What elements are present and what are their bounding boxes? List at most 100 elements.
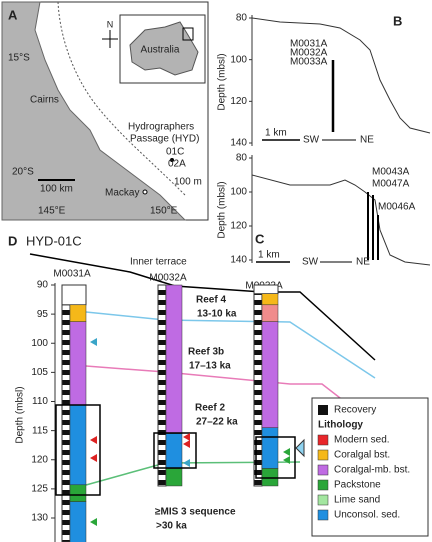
- y-tick-label: 140: [230, 255, 247, 266]
- panel-d: D HYD-01C Inner terrace Depth (mbsl) 90 9…: [8, 233, 429, 542]
- legend-swatch: [318, 405, 328, 415]
- highlight-box: [153, 432, 197, 469]
- lithology-segment: [261, 293, 279, 306]
- direction: NE: [360, 135, 374, 146]
- terrace-label: Inner terrace: [130, 257, 187, 268]
- core-label: M0047A: [372, 179, 410, 190]
- y-tick-label: 120: [31, 454, 48, 465]
- isobath: 100 m: [174, 177, 202, 188]
- sample-marker: [90, 518, 97, 526]
- lithology-segment: [261, 304, 279, 322]
- land: [1, 1, 187, 221]
- legend-swatch: [317, 464, 329, 476]
- lat-label: 15°S: [8, 53, 30, 64]
- legend-swatch: [317, 509, 329, 521]
- y-tick-label: 110: [32, 396, 48, 407]
- direction: NE: [356, 257, 370, 268]
- lithology-segment: [69, 484, 87, 502]
- lithology-segment: [261, 468, 279, 487]
- legend-label: Coralgal-mb. bst.: [334, 465, 410, 476]
- core-column: [61, 284, 87, 306]
- lithology-segment: [69, 321, 87, 406]
- panel-label: D: [8, 233, 17, 248]
- sample-marker: [90, 338, 97, 346]
- recovery-column: [61, 304, 71, 542]
- reef-age: >30 ka: [156, 521, 187, 532]
- y-tick-label: 120: [230, 221, 247, 232]
- panel-b: B M0031A M0032A M0033A 1 km SW NE Depth …: [217, 13, 431, 146]
- reef-age: 13-10 ka: [197, 309, 237, 320]
- australia-shape: [129, 21, 199, 76]
- direction: SW: [302, 257, 319, 268]
- y-tick-label: 90: [37, 280, 49, 291]
- shelf-edge: [57, 1, 186, 196]
- reef-label: Reef 4: [196, 295, 226, 306]
- lithology-segment: [165, 433, 183, 469]
- lat-label: 20°S: [12, 167, 34, 178]
- recovery-column: [253, 293, 263, 487]
- panel-label: C: [255, 231, 265, 246]
- highlight-box: [255, 436, 296, 479]
- core-label: M0032A: [290, 48, 328, 59]
- recovery-column: [157, 284, 167, 487]
- seafloor: [29, 253, 376, 361]
- panel-a: A N Australia 15°S Cairns Hydrographers …: [1, 1, 209, 221]
- panel-c: C M0043A M0047A M0046A 1 km SW NE Depth …: [217, 155, 431, 268]
- core-label: M0043A: [372, 167, 410, 178]
- scale-label: 1 km: [265, 128, 287, 139]
- reef-label: ≥MIS 3 sequence: [155, 507, 236, 518]
- site-label: 01C: [166, 147, 184, 158]
- reef-label: Reef 3b: [188, 347, 224, 358]
- sample-marker: [295, 438, 305, 458]
- north: N: [107, 19, 114, 29]
- reef-age: 17–13 ka: [189, 361, 231, 372]
- legend-label: Lime sand: [334, 495, 380, 506]
- place: Mackay: [105, 188, 139, 199]
- y-tick-label: 100: [230, 187, 247, 198]
- lon-label: 145°E: [38, 206, 66, 217]
- y-tick-label: 120: [230, 96, 247, 107]
- reef-age: 27–22 ka: [196, 417, 238, 428]
- axis-label: Depth (mbsl): [217, 181, 228, 238]
- lithology-segment: [165, 468, 183, 487]
- profile: [251, 17, 431, 134]
- core-label: M0033A: [290, 57, 328, 68]
- y-tick-label: 125: [31, 484, 48, 495]
- y-tick-label: 80: [236, 153, 248, 164]
- scale-label: 100 km: [40, 184, 73, 195]
- legend-swatch: [317, 494, 329, 506]
- legend-frame: [311, 397, 429, 537]
- sample-marker: [90, 436, 97, 462]
- direction: SW: [303, 135, 320, 146]
- core-label: M0046A: [378, 202, 416, 213]
- profile: [251, 174, 431, 266]
- legend-label: Modern sed.: [334, 435, 390, 446]
- legend-swatch: [317, 449, 329, 461]
- sample-marker: [283, 448, 290, 464]
- lithology-segment: [261, 321, 279, 428]
- y-tick-label: 100: [230, 54, 247, 65]
- panel-label: B: [393, 13, 402, 28]
- town: [142, 189, 148, 195]
- axis-label: Depth (mbsl): [217, 53, 228, 110]
- inset-box: [182, 27, 194, 41]
- place: Cairns: [30, 95, 59, 106]
- sample-marker: [183, 459, 190, 467]
- lithology-segment: [165, 284, 183, 434]
- lithology-segment: [69, 404, 87, 486]
- boundary-line: [85, 311, 376, 379]
- lithology-segment: [261, 427, 279, 469]
- core-label: M0031A: [290, 39, 328, 50]
- legend-swatch: [317, 434, 329, 446]
- panel-title: HYD-01C: [26, 233, 82, 248]
- legend-swatch: [317, 479, 329, 491]
- place: Hydrographers: [128, 122, 194, 133]
- lithology-segment: [69, 501, 87, 542]
- site: [170, 158, 174, 162]
- y-tick-label: 80: [236, 13, 248, 24]
- axis-label: Depth (mbsl): [15, 386, 26, 443]
- core-column: [253, 284, 279, 295]
- legend-label: Unconsol. sed.: [334, 510, 400, 521]
